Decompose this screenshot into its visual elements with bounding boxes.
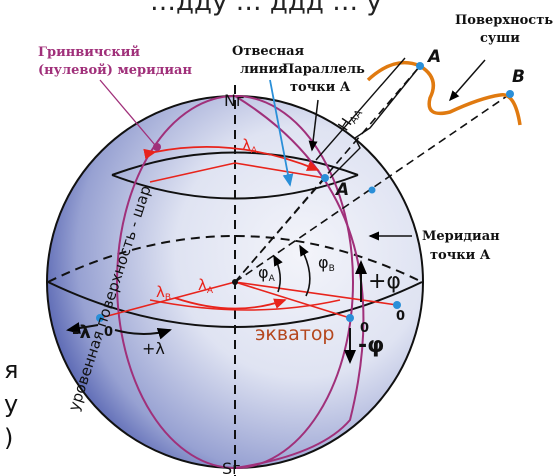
left-fragment-3: ) <box>4 424 13 452</box>
zero-right2-label: 0 <box>396 309 405 324</box>
point-center <box>232 279 238 285</box>
left-fragment-2: у <box>4 390 18 418</box>
plus-lambda-label: +λ <box>142 339 165 358</box>
zero-left-label: 0 <box>104 325 113 340</box>
point-a-parallel <box>321 174 329 182</box>
greenwich-label-2: (нулевой) меридиан <box>38 63 192 78</box>
lambda-a-top-label: λA <box>242 136 258 156</box>
land-surface <box>366 61 522 126</box>
greenwich-label-1: Гринвичский <box>38 45 140 60</box>
equator-back <box>47 235 423 283</box>
plus-lambda-arrow <box>114 327 172 340</box>
south-pole-label: Sг <box>222 459 241 476</box>
plumb-label-2: линия <box>240 62 288 77</box>
minus-lambda-label: -λ <box>72 322 91 343</box>
lambda-a-eq-label: λA <box>198 276 214 296</box>
meridian-a-label-2: точки А <box>430 248 491 263</box>
surface-pointer <box>449 59 486 102</box>
greenwich-pointer <box>99 79 156 146</box>
phi-a-label: φA <box>258 263 276 284</box>
point-a-label: A <box>334 180 349 200</box>
zero-right1-label: 0 <box>360 321 369 336</box>
dash-line-b <box>234 93 511 283</box>
red-radius-b <box>234 281 398 306</box>
lambda-b-label: λB <box>156 283 171 303</box>
lambda-a-top-arc <box>143 145 320 171</box>
h-aa-measure-2 <box>315 57 406 161</box>
phi-b-arc <box>299 244 311 297</box>
point-b-surface <box>506 90 514 98</box>
lambda-b-arc <box>149 299 341 311</box>
equator-label: экватор <box>255 323 335 345</box>
point-b-sphere <box>368 186 376 194</box>
minus-lambda-arrow <box>66 322 99 334</box>
red-radius-0 <box>99 281 236 319</box>
point-b-label: B <box>512 67 525 87</box>
north-pole-label: Nг <box>224 91 244 110</box>
phi-a-arc <box>273 254 283 293</box>
minus-phi-label: -φ <box>358 333 384 358</box>
plus-phi-label: +φ <box>368 269 401 294</box>
point-a-surface <box>416 62 424 70</box>
point-eq-0 <box>96 314 104 322</box>
surface-label-1: Поверхность <box>455 13 553 28</box>
phi-b-label: φB <box>318 253 335 274</box>
h-aa-measure <box>329 65 421 179</box>
plumb-label-1: Отвесная <box>232 44 305 59</box>
parallel-label-1: Параллель <box>282 62 365 77</box>
point-a-top-label: A <box>426 47 441 67</box>
top-cut-text: …дду … ддд … у <box>150 0 382 17</box>
red-radius-a-eq <box>234 281 351 319</box>
parallel-label-2: точки А <box>290 80 351 95</box>
lambda-eq-arc <box>174 297 287 310</box>
plumb-line <box>234 177 326 283</box>
surface-label-2: суши <box>480 31 520 46</box>
point-eq-b <box>393 301 401 309</box>
point-eq-a <box>346 314 354 322</box>
left-fragment-1: я <box>4 356 18 384</box>
parallel-pointer <box>308 99 319 152</box>
dash-line-a <box>234 65 421 283</box>
meridian-a-label-1: Меридиан <box>422 229 500 244</box>
plumb-pointer <box>269 79 294 187</box>
